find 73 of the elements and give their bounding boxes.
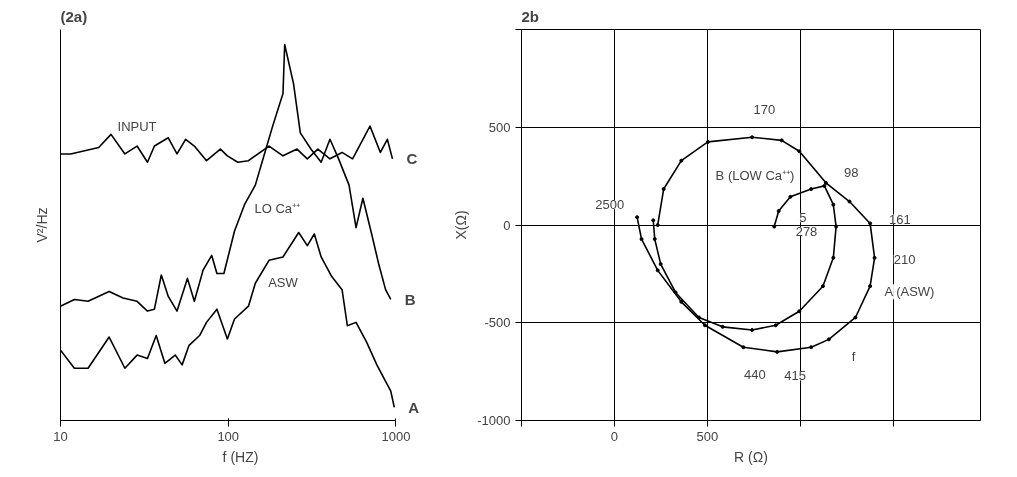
- series-label: A (ASW): [884, 284, 935, 300]
- y-axis-title: X(Ω): [453, 210, 470, 240]
- point: [820, 284, 825, 289]
- series-label: B (LOW Ca⁺⁺): [715, 168, 795, 184]
- series-label: INPUT: [117, 118, 157, 134]
- annotation: B: [404, 290, 416, 308]
- point: [635, 215, 640, 220]
- y-tick-label: -1000: [477, 413, 511, 428]
- annotation: f: [851, 348, 856, 364]
- point: [750, 327, 755, 332]
- annotation: 440: [744, 367, 766, 383]
- chart-title: (2a): [60, 7, 88, 25]
- point: [823, 180, 828, 185]
- annotation: 278: [795, 223, 818, 239]
- annotation: 415: [784, 368, 806, 384]
- point: [651, 218, 656, 223]
- point: [741, 345, 746, 350]
- annotation: 161: [888, 211, 911, 227]
- y-tick-label: -500: [484, 315, 511, 331]
- series-label: LO Ca⁺⁺: [254, 201, 301, 217]
- point: [772, 224, 777, 229]
- point: [750, 135, 755, 140]
- point: [720, 324, 725, 329]
- chart-title: 2b: [521, 7, 540, 25]
- point: [779, 138, 784, 143]
- point: [797, 149, 802, 154]
- annotation: A: [408, 398, 420, 416]
- annotation: 2500: [595, 197, 625, 213]
- point: [673, 290, 678, 295]
- point: [788, 194, 793, 199]
- x-axis-title: R (Ω): [734, 448, 768, 465]
- point: [834, 224, 839, 229]
- point: [831, 202, 836, 207]
- annotation: 170: [753, 102, 776, 118]
- annotation: 210: [893, 251, 916, 267]
- point: [853, 315, 858, 320]
- y-tick-label: 500: [488, 119, 511, 135]
- x-tick-label: 1000: [381, 428, 411, 444]
- annotation: 98: [843, 164, 859, 180]
- point: [705, 139, 710, 144]
- point: [652, 237, 657, 242]
- point: [847, 199, 852, 204]
- point: [661, 187, 666, 192]
- annotation: C: [406, 150, 418, 168]
- point: [658, 262, 663, 267]
- point: [822, 183, 827, 188]
- point: [702, 323, 707, 328]
- point: [639, 237, 644, 242]
- x-tick-label: 10: [53, 428, 68, 444]
- point: [809, 187, 814, 192]
- point: [776, 208, 781, 213]
- point: [696, 315, 701, 320]
- point: [809, 345, 814, 350]
- point: [679, 299, 684, 304]
- point: [872, 255, 877, 260]
- point: [831, 255, 836, 260]
- point: [775, 349, 780, 354]
- point: [655, 268, 660, 273]
- point: [826, 337, 831, 342]
- point: [679, 158, 684, 163]
- point: [655, 223, 660, 227]
- x-tick-label: 0: [610, 428, 619, 444]
- point: [797, 309, 802, 314]
- x-tick-label: 500: [696, 428, 719, 444]
- point: [868, 221, 873, 226]
- y-tick-label: 0: [503, 217, 511, 233]
- point: [773, 323, 778, 328]
- y-axis-title: V²/Hz: [33, 207, 50, 243]
- x-axis-title: f (HZ): [222, 448, 259, 465]
- x-tick-label: 100: [217, 428, 240, 444]
- annotation: 5: [799, 210, 807, 226]
- series-label: ASW: [268, 275, 299, 291]
- point: [868, 284, 873, 289]
